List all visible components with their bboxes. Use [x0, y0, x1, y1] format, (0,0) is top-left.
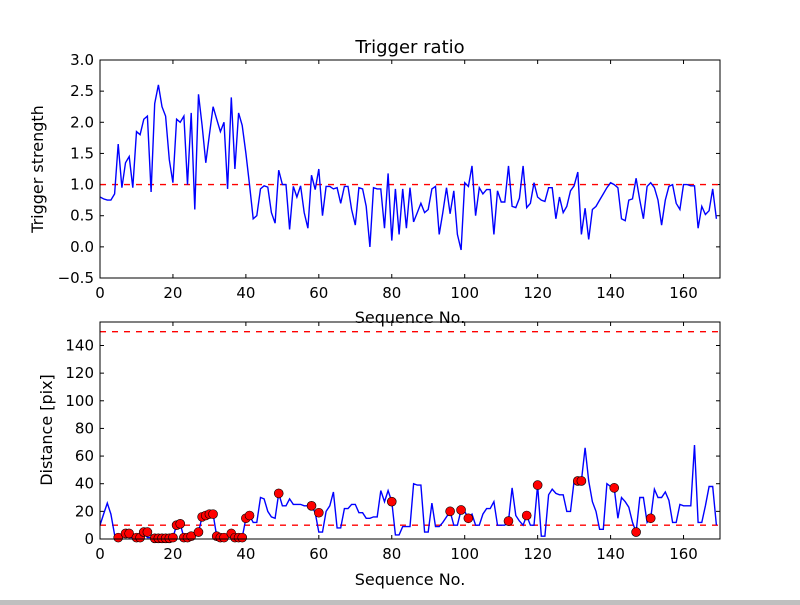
- x-tick-label: 140: [596, 284, 625, 302]
- x-tick-label: 20: [163, 545, 182, 563]
- x-tick-label: 100: [450, 284, 479, 302]
- flagged-point: [463, 513, 474, 524]
- x-tick-label: 40: [236, 284, 255, 302]
- series-line: [100, 84, 718, 251]
- axes-frame: [99, 59, 721, 279]
- flagged-point: [609, 483, 620, 493]
- y-tick-label: 2.0: [70, 113, 94, 131]
- bottom-y-label: Distance [pix]: [37, 374, 56, 486]
- y-tick-label: 80: [75, 419, 94, 437]
- chart-title: Trigger ratio: [354, 37, 464, 58]
- y-tick-label: 0.5: [70, 207, 94, 225]
- y-tick-label: 40: [75, 475, 94, 493]
- bottom-x-label: Sequence No.: [355, 570, 466, 589]
- y-tick-label: 3.0: [70, 51, 94, 69]
- x-tick-label: 80: [382, 284, 401, 302]
- flagged-point: [386, 496, 397, 507]
- flagged-point: [219, 532, 229, 543]
- flagged-point: [314, 507, 324, 518]
- x-tick-label: 120: [523, 545, 552, 563]
- flagged-point: [237, 532, 248, 543]
- x-tick-label: 160: [669, 545, 698, 563]
- y-tick-label: 0: [84, 530, 94, 548]
- x-tick-label: 0: [95, 545, 105, 563]
- y-tick-label: 0.0: [70, 238, 94, 256]
- flagged-point: [631, 527, 641, 537]
- x-tick-label: 100: [450, 545, 479, 563]
- x-tick-label: 120: [523, 284, 552, 302]
- plot-area: [100, 331, 720, 539]
- flagged-point: [142, 527, 153, 537]
- flagged-point: [445, 506, 455, 517]
- y-tick-label: 20: [75, 502, 94, 520]
- flagged-point: [503, 516, 514, 526]
- y-tick-label: 60: [75, 447, 94, 465]
- y-tick-label: 140: [65, 336, 94, 354]
- flagged-point: [244, 510, 255, 521]
- y-tick-label: 120: [65, 364, 94, 382]
- series-line: [100, 444, 718, 539]
- y-tick-label: 1.0: [70, 176, 94, 194]
- x-tick-label: 140: [596, 545, 625, 563]
- axes-frame: [99, 321, 721, 540]
- x-tick-label: 0: [95, 284, 105, 302]
- flagged-point: [532, 480, 543, 490]
- flagged-point: [456, 505, 466, 515]
- flagged-point: [273, 488, 284, 499]
- flagged-point: [168, 532, 178, 543]
- top-y-label: Trigger strength: [28, 105, 47, 234]
- y-tick-label: 1.5: [70, 144, 94, 162]
- flagged-point: [208, 509, 218, 519]
- y-tick-label: 2.5: [70, 82, 94, 100]
- flagged-point: [576, 476, 587, 486]
- flagged-point: [193, 527, 204, 537]
- flagged-point: [521, 510, 532, 521]
- flagged-point: [113, 532, 124, 543]
- x-tick-label: 160: [669, 284, 698, 302]
- flagged-point: [175, 518, 186, 529]
- x-tick-label: 60: [309, 284, 328, 302]
- top-axes: 0 20 40 60 80 100 120 140 160 −0.5 0.0 0.5 1.0 1.5 2.0…: [58, 51, 721, 302]
- y-tick-label: −0.5: [58, 269, 94, 287]
- x-tick-label: 80: [382, 545, 401, 563]
- x-tick-label: 60: [309, 545, 328, 563]
- flagged-point: [645, 513, 656, 524]
- y-tick-label: 100: [65, 392, 94, 410]
- flagged-point: [124, 528, 134, 539]
- plot-area: [100, 84, 720, 251]
- top-x-label: Sequence No.: [355, 308, 466, 327]
- flagged-point: [186, 531, 196, 542]
- flagged-point: [306, 501, 317, 511]
- x-tick-label: 40: [236, 545, 255, 563]
- bottom-axes: 0 20 40 60 80 100 120 140 160 0 20 40 60 80 100 120 140: [65, 321, 721, 563]
- x-tick-label: 20: [163, 284, 182, 302]
